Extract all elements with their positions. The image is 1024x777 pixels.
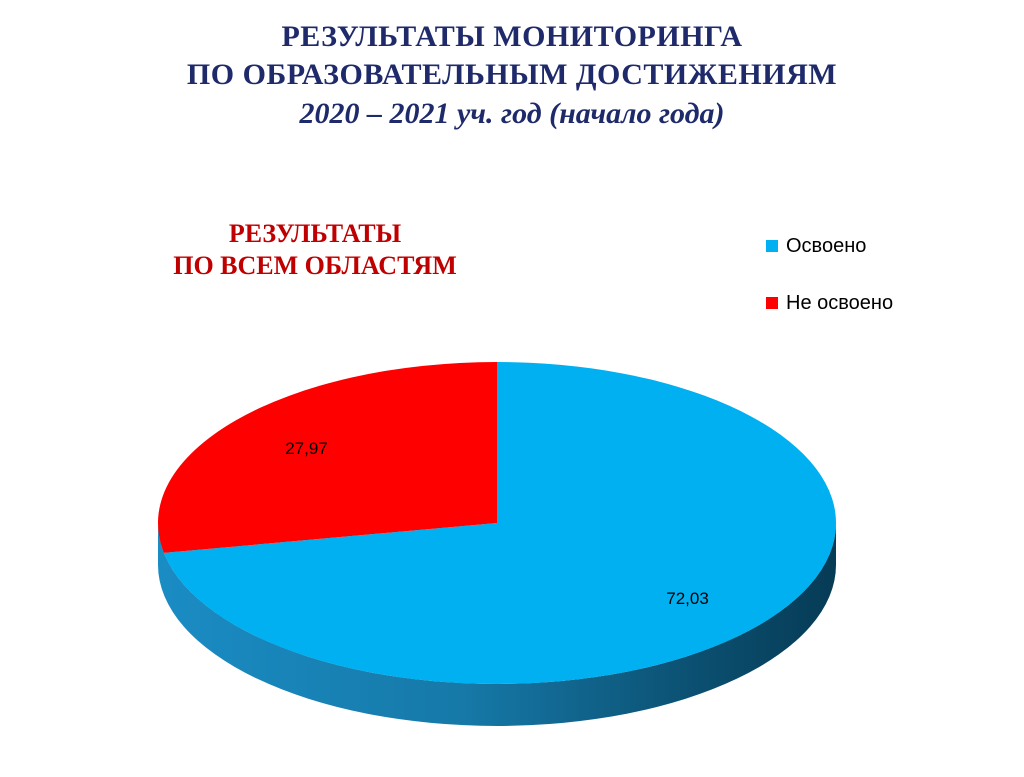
page-title-line-1: РЕЗУЛЬТАТЫ МОНИТОРИНГА [281,20,743,53]
legend-item-not-mastered: Не освоено [766,289,893,317]
legend-label-mastered: Освоено [786,234,867,257]
page-header: РЕЗУЛЬТАТЫ МОНИТОРИНГА ПО ОБРАЗОВАТЕЛЬНЫ… [0,18,1024,134]
page-subtitle: 2020 – 2021 уч. год (начало года) [299,97,725,130]
chart-legend: Освоено Не освоено [766,232,893,346]
chart-title-line-2: ПО ВСЕМ ОБЛАСТЯМ [173,251,457,280]
data-label-not-mastered: 27,97 [285,439,328,458]
pie-slice-mastered [163,362,836,684]
pie-side-wall [158,523,836,726]
legend-swatch-not-mastered [766,297,778,309]
chart-title-line-1: РЕЗУЛЬТАТЫ [228,219,402,248]
chart-title: РЕЗУЛЬТАТЫ ПО ВСЕМ ОБЛАСТЯМ [120,218,510,282]
pie-slice-not-mastered [157,361,497,553]
page-title-line-2: ПО ОБРАЗОВАТЕЛЬНЫМ ДОСТИЖЕНИЯМ [186,58,838,91]
data-label-mastered: 72,03 [666,589,709,608]
legend-item-mastered: Освоено [766,232,893,260]
legend-label-not-mastered: Не освоено [786,291,894,314]
legend-swatch-mastered [766,240,778,252]
